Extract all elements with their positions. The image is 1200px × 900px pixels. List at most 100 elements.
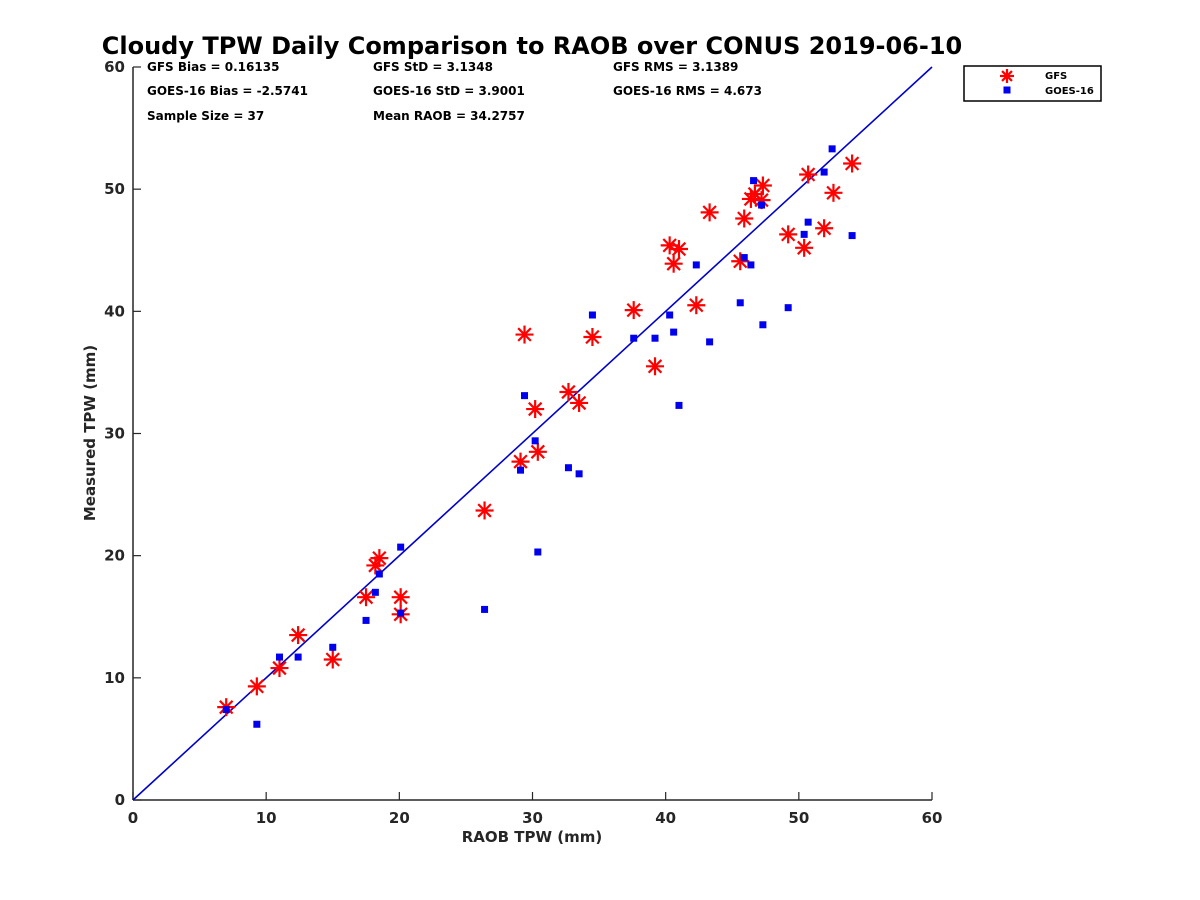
gfs-point	[270, 659, 289, 678]
goes16-point	[564, 464, 572, 472]
goes16-point	[397, 543, 405, 551]
gfs-point	[475, 501, 494, 520]
goes16-point	[397, 609, 405, 617]
asterisk-stroke	[571, 395, 587, 411]
gfs-point	[664, 254, 683, 273]
asterisk-stroke	[647, 359, 663, 374]
goes16-point	[575, 470, 583, 478]
goes16-point	[329, 643, 337, 651]
stat-gfs-bias: GFS Bias = 0.16135	[147, 60, 279, 74]
goes16-point	[531, 437, 539, 445]
asterisk-stroke	[513, 454, 528, 469]
goes16-point	[800, 230, 808, 238]
axes	[132, 66, 933, 801]
asterisk-stroke	[781, 227, 796, 242]
gfs-point	[815, 219, 834, 238]
stat-mean-raob: Mean RAOB = 34.2757	[373, 109, 525, 123]
reference-line	[132, 66, 933, 801]
y-tick-label: 20	[104, 547, 125, 565]
gfs-point	[824, 183, 843, 202]
goes16-point	[759, 321, 767, 329]
asterisk-stroke	[755, 178, 771, 193]
stat-gfs-rms: GFS RMS = 3.1389	[613, 60, 738, 74]
goes16-point	[758, 201, 766, 209]
y-axis-label: Measured TPW (mm)	[81, 345, 99, 521]
goes16-point	[747, 261, 755, 269]
asterisk-stroke	[272, 660, 287, 676]
asterisk-stroke	[517, 327, 532, 342]
asterisk-stroke	[702, 205, 717, 220]
asterisk-stroke	[797, 240, 812, 255]
goes16-point	[740, 254, 748, 262]
asterisk-stroke	[528, 401, 543, 417]
gfs-point	[646, 357, 665, 376]
goes16-point	[736, 299, 744, 307]
gfs-point	[624, 301, 643, 320]
goes16-point	[534, 548, 542, 556]
gfs-point	[391, 588, 410, 607]
gfs-point	[289, 626, 308, 645]
asterisk-stroke	[530, 444, 545, 459]
y-tick-label: 10	[104, 669, 125, 687]
goes16-point	[848, 232, 856, 240]
gfs-point	[515, 325, 534, 344]
legend-goes16-marker	[1003, 86, 1011, 94]
stats-block: GFS Bias = 0.16135 GFS StD = 3.1348 GFS …	[147, 60, 762, 123]
y-tick-label: 30	[104, 425, 125, 443]
goes16-point	[804, 218, 812, 226]
tick-labels: 0 10 20 30 40 50 60 0 10 20 30 40 50 60	[104, 58, 942, 827]
asterisk-stroke	[585, 329, 600, 345]
y-tick-label: 40	[104, 302, 125, 320]
stat-gfs-std: GFS StD = 3.1348	[373, 60, 493, 74]
goes16-point	[294, 653, 302, 661]
x-tick-label: 0	[128, 809, 138, 827]
x-tick-label: 50	[788, 809, 809, 827]
goes16-point	[692, 261, 700, 269]
asterisk-stroke	[477, 503, 492, 518]
asterisk-stroke	[249, 679, 264, 694]
stat-goes-rms: GOES-16 RMS = 4.673	[613, 84, 762, 98]
goes16-point	[666, 311, 674, 319]
stat-goes-std: GOES-16 StD = 3.9001	[373, 84, 525, 98]
asterisk-stroke	[666, 256, 681, 271]
gfs-point	[687, 296, 706, 315]
goes16-point	[820, 168, 828, 176]
asterisk-stroke	[844, 156, 860, 171]
goes16-point	[675, 401, 683, 409]
legend: GFS GOES-16	[963, 65, 1102, 102]
goes16-point	[517, 466, 525, 474]
asterisk-stroke	[671, 241, 687, 257]
asterisk-stroke	[816, 221, 832, 236]
asterisk-stroke	[626, 302, 641, 318]
goes16-point	[651, 334, 659, 342]
stat-sample-size: Sample Size = 37	[147, 109, 264, 123]
asterisk-stroke	[393, 590, 408, 605]
x-tick-label: 40	[655, 809, 676, 827]
gfs-point	[570, 393, 589, 412]
gfs-point	[526, 400, 545, 419]
legend-gfs-marker	[1000, 69, 1014, 83]
x-tick-label: 20	[389, 809, 410, 827]
x-axis-label: RAOB TPW (mm)	[462, 828, 603, 846]
legend-gfs-asterisk	[1000, 69, 1014, 83]
asterisk-stroke	[372, 550, 387, 566]
goes16-point	[670, 328, 678, 336]
gfs-point	[247, 677, 266, 696]
goes16-point	[750, 177, 758, 185]
goes16-point	[521, 392, 529, 400]
gfs-point	[843, 154, 862, 173]
y-tick-label: 60	[104, 58, 125, 76]
legend-box	[963, 65, 1102, 102]
legend-goes16-square	[1003, 86, 1011, 94]
legend-gfs-label: GFS	[1045, 71, 1067, 82]
asterisk-stroke	[290, 627, 306, 643]
asterisk-stroke	[737, 211, 752, 226]
asterisk-stroke	[561, 384, 576, 400]
goes16-point	[375, 570, 383, 578]
asterisk-stroke	[754, 193, 769, 208]
gfs-point	[583, 327, 602, 346]
goes16-point	[275, 653, 283, 661]
gfs-point	[559, 382, 578, 401]
